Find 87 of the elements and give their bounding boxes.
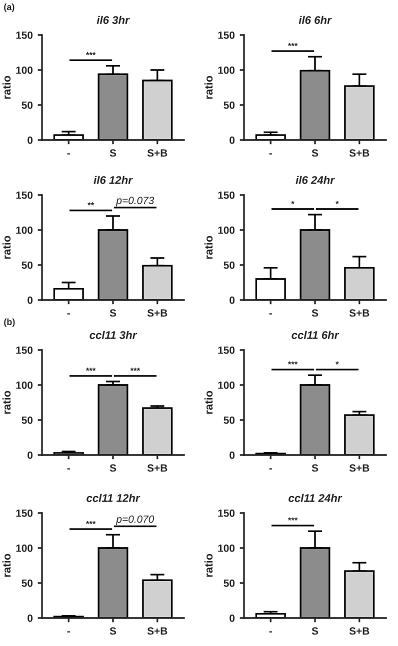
y-tick-label: 0	[28, 614, 33, 622]
y-tick-label: 150	[218, 346, 235, 354]
y-tick-label: 0	[230, 614, 235, 622]
text: (a)	[4, 4, 14, 12]
annotation: ***	[288, 42, 298, 46]
annotation: ***	[288, 517, 298, 521]
annotation: *	[291, 200, 294, 204]
y-tick-label: 100	[16, 544, 33, 552]
x-tick-label: S	[110, 149, 116, 157]
y-tick-label: 100	[218, 382, 235, 389]
y-tick-label: 50	[22, 580, 33, 587]
x-tick-label: S	[312, 464, 318, 472]
chart-title: ccl11 24hr	[288, 494, 342, 502]
x-tick-label: -	[67, 631, 70, 632]
x-tick-label: -	[67, 153, 70, 154]
x-tick-label: S+B	[147, 149, 168, 157]
annotation: *	[336, 200, 339, 204]
x-tick-label: S	[312, 149, 318, 157]
chart-title: ccl11 3hr	[90, 330, 138, 339]
y-tick-label: 150	[218, 32, 235, 39]
y-axis-title: ratio	[204, 554, 213, 577]
y-tick-label: 100	[218, 226, 235, 234]
x-tick-label: S	[312, 309, 318, 317]
y-tick-label: 100	[16, 382, 33, 389]
text: (b)	[4, 318, 15, 327]
x-tick-label: S+B	[349, 627, 370, 635]
x-tick-label: S+B	[349, 309, 370, 317]
chart-title: ccl11 6hr	[292, 330, 340, 339]
y-axis-title: ratio	[204, 236, 213, 259]
y-tick-label: 150	[16, 32, 33, 39]
x-tick-label: S+B	[147, 627, 168, 635]
annotation: ***	[130, 368, 140, 371]
y-tick-label: 100	[218, 544, 235, 552]
annotation: p=0.073	[116, 196, 154, 206]
annotation: ***	[86, 368, 96, 371]
y-tick-label: 100	[218, 66, 235, 74]
x-tick-label: -	[67, 468, 70, 470]
x-tick-label: S+B	[349, 464, 370, 472]
chart-title: il6 6hr	[298, 16, 332, 24]
y-tick-label: 100	[16, 226, 33, 234]
annotation: *	[336, 361, 339, 365]
annotation: **	[88, 202, 94, 206]
y-tick-label: 100	[16, 66, 33, 74]
annotation: ***	[86, 520, 96, 524]
y-tick-label: 150	[16, 346, 33, 354]
y-tick-label: 150	[218, 510, 235, 517]
x-tick-label: -	[269, 631, 272, 632]
x-tick-label: S+B	[147, 309, 168, 317]
y-tick-label: 50	[224, 416, 235, 424]
y-tick-label: 50	[224, 262, 235, 269]
y-axis-title: ratio	[2, 236, 11, 259]
y-tick-label: 50	[22, 262, 33, 269]
y-tick-label: 0	[230, 452, 235, 459]
y-tick-label: 0	[230, 296, 235, 304]
y-axis-title: ratio	[204, 390, 213, 414]
x-tick-label: S+B	[147, 464, 168, 472]
x-tick-label: S+B	[349, 149, 370, 157]
y-tick-label: 50	[224, 102, 235, 109]
annotation: ***	[288, 361, 298, 365]
chart-title: il6 24hr	[296, 176, 335, 184]
x-tick-label: -	[269, 468, 272, 470]
y-axis-title: ratio	[2, 554, 11, 577]
y-tick-label: 0	[230, 136, 235, 144]
y-tick-label: 50	[224, 580, 235, 587]
annotation: p=0.070	[116, 515, 154, 525]
y-tick-label: 0	[28, 452, 33, 459]
chart-title: il6 3hr	[96, 16, 130, 24]
y-tick-label: 150	[16, 192, 33, 199]
chart-title: ccl11 12hr	[86, 494, 140, 502]
y-tick-label: 150	[16, 510, 33, 517]
y-axis-title: ratio	[2, 390, 11, 414]
x-tick-label: -	[269, 153, 272, 154]
chart-title: il6 12hr	[94, 176, 133, 184]
y-tick-label: 50	[22, 102, 33, 109]
x-tick-label: S	[110, 464, 116, 472]
y-tick-label: 0	[28, 296, 33, 304]
annotation: ***	[86, 52, 96, 56]
x-tick-label: S	[312, 627, 318, 635]
y-axis-title: ratio	[2, 76, 11, 99]
y-axis-title: ratio	[204, 76, 213, 99]
x-tick-label: S	[110, 627, 116, 635]
x-tick-label: -	[269, 313, 272, 314]
y-tick-label: 0	[28, 136, 33, 144]
x-tick-label: -	[67, 313, 70, 314]
x-tick-label: S	[110, 309, 116, 317]
y-tick-label: 150	[218, 192, 235, 199]
y-tick-label: 50	[22, 416, 33, 424]
